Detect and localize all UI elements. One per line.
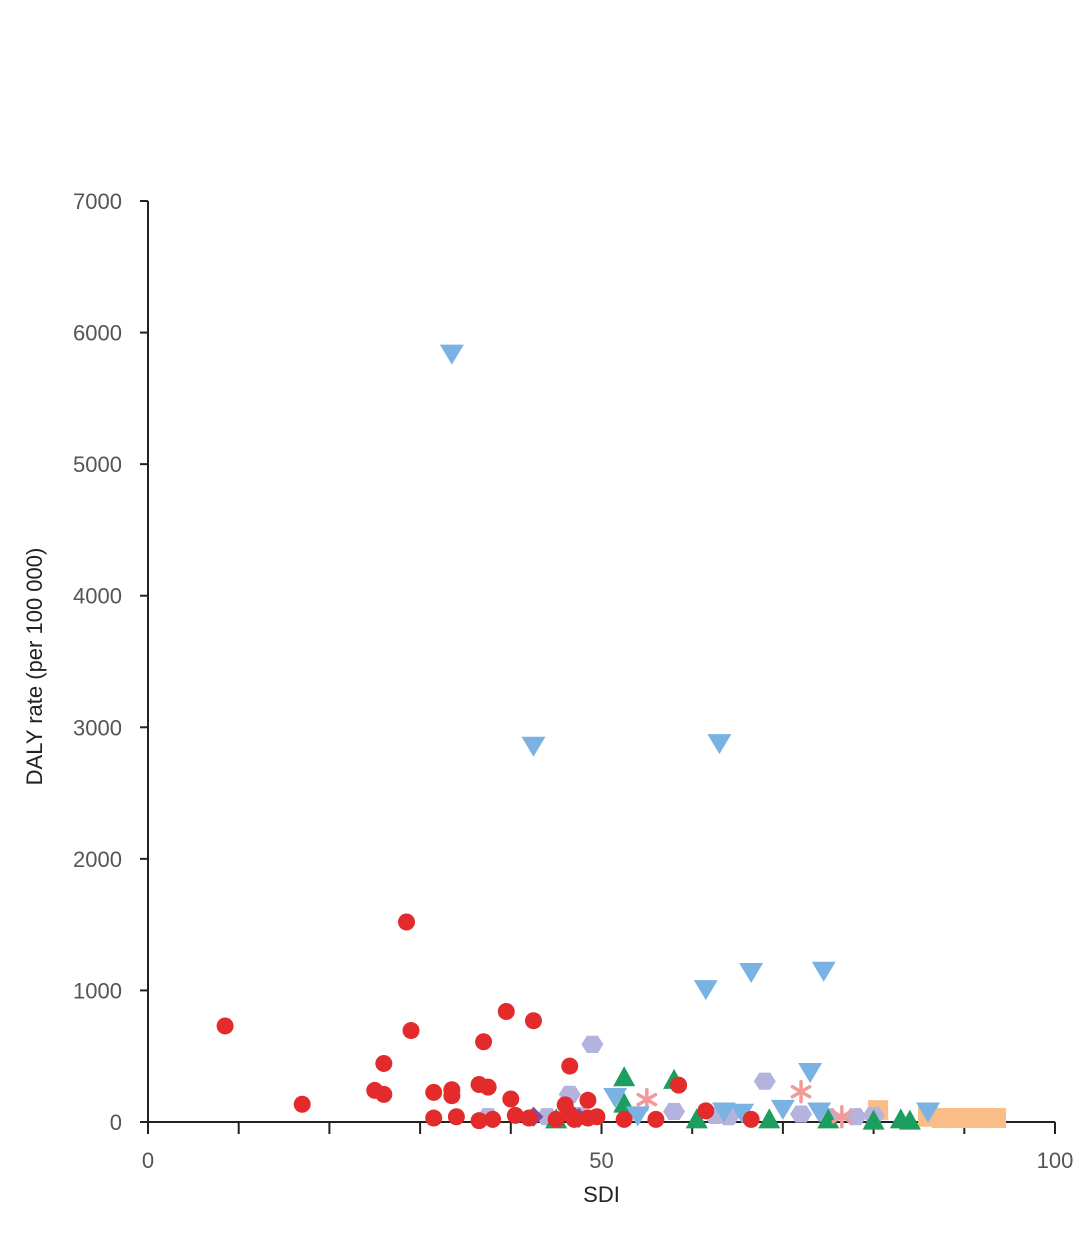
x-axis: 0 50 100 <box>142 1121 1074 1173</box>
data-point <box>565 1110 583 1128</box>
y-tick-label: 3000 <box>73 715 122 740</box>
data-point <box>521 736 546 757</box>
data-point <box>685 1108 708 1129</box>
data-point <box>216 1017 234 1035</box>
x-tick-label: 50 <box>589 1148 613 1173</box>
y-axis-label: DALY rate (per 100 000) <box>22 548 47 786</box>
data-point <box>579 1091 597 1109</box>
data-point <box>625 1106 650 1127</box>
data-point <box>831 1104 853 1129</box>
data-point <box>561 1057 579 1075</box>
data-point <box>402 1022 420 1040</box>
data-point <box>707 734 732 755</box>
data-point <box>730 1103 755 1124</box>
x-axis-label: SDI <box>583 1182 620 1207</box>
data-point <box>447 1108 465 1126</box>
y-tick-label: 5000 <box>73 452 122 477</box>
data-point <box>425 1083 443 1101</box>
data-point <box>862 1109 885 1130</box>
data-point <box>524 1012 542 1030</box>
data-point <box>588 1108 606 1126</box>
data-point <box>916 1102 941 1123</box>
data-point <box>636 1087 658 1112</box>
y-tick-label: 4000 <box>73 584 122 609</box>
data-point <box>711 1102 736 1123</box>
data-point <box>439 344 464 365</box>
x-tick-label: 100 <box>1037 1148 1074 1173</box>
data-point <box>293 1095 311 1113</box>
data-point <box>547 1110 565 1128</box>
data-point <box>753 1072 776 1090</box>
y-tick-label: 0 <box>110 1110 122 1135</box>
data-point <box>986 1108 1007 1129</box>
y-tick-label: 6000 <box>73 321 122 346</box>
data-point <box>375 1054 393 1072</box>
data-point <box>670 1076 688 1094</box>
data-point <box>397 913 415 931</box>
data-point <box>739 963 764 984</box>
data-point <box>603 1088 628 1109</box>
data-point <box>770 1099 795 1120</box>
data-point <box>502 1090 520 1108</box>
data-point <box>375 1085 393 1103</box>
data-point <box>898 1109 921 1130</box>
data-point <box>581 1035 604 1053</box>
x-tick-label: 0 <box>142 1148 154 1173</box>
data-point <box>811 961 836 982</box>
data-point <box>443 1087 461 1105</box>
data-point <box>663 1102 686 1121</box>
data-point <box>742 1110 760 1128</box>
data-point <box>798 1063 823 1084</box>
data-points <box>216 344 1007 1130</box>
data-point <box>479 1078 497 1096</box>
y-tick-label: 7000 <box>73 189 122 214</box>
y-tick-label: 2000 <box>73 847 122 872</box>
y-tick-label: 1000 <box>73 978 122 1003</box>
data-point <box>807 1102 832 1123</box>
data-point <box>475 1033 493 1051</box>
y-axis: 0 1000 2000 3000 4000 5000 6000 7000 <box>73 189 149 1135</box>
data-point <box>693 980 718 1001</box>
data-point <box>470 1112 488 1130</box>
data-point <box>425 1109 443 1127</box>
data-point <box>497 1002 515 1020</box>
data-point <box>647 1110 665 1128</box>
data-point <box>697 1102 715 1120</box>
data-point <box>615 1110 633 1128</box>
data-point <box>790 1079 812 1104</box>
data-point <box>758 1108 781 1129</box>
data-point <box>790 1105 813 1123</box>
data-point <box>613 1066 636 1087</box>
data-point <box>506 1106 524 1124</box>
data-point <box>484 1110 502 1128</box>
data-point <box>520 1109 538 1127</box>
